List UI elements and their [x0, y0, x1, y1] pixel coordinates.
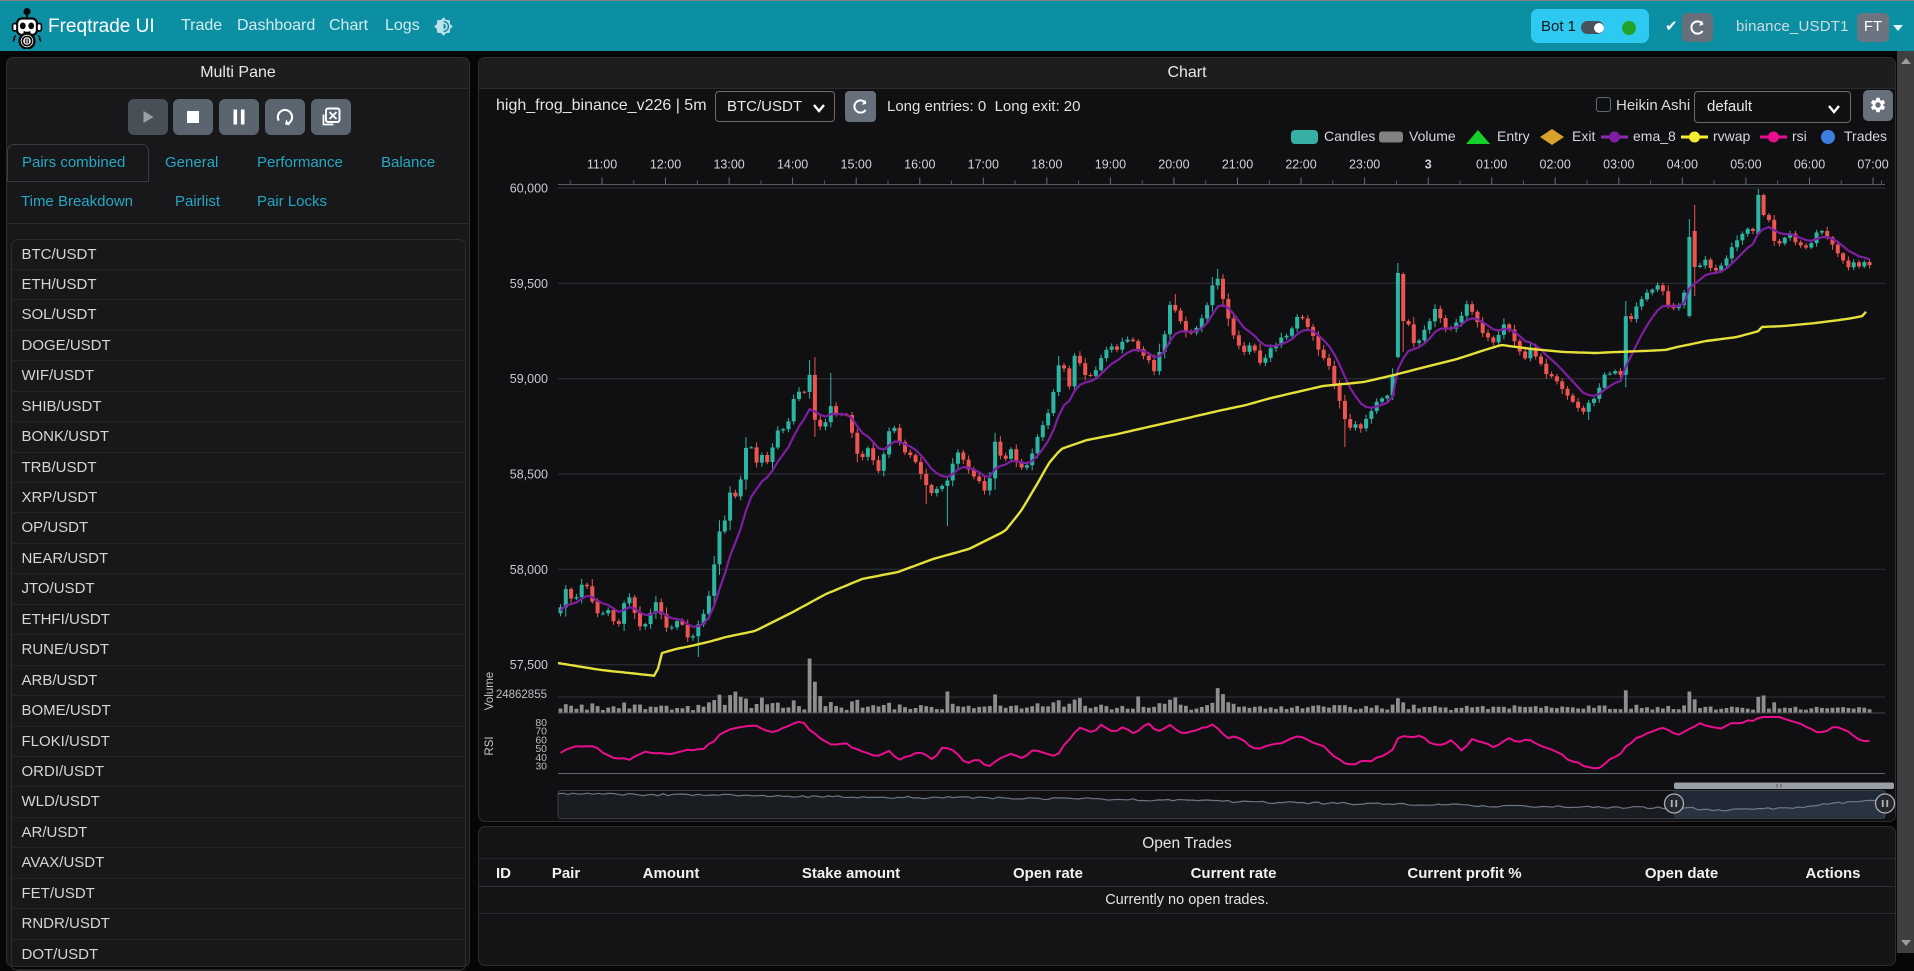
svg-text:14:00: 14:00 — [777, 158, 808, 172]
svg-text:16:00: 16:00 — [904, 158, 935, 172]
svg-text:19:00: 19:00 — [1095, 158, 1126, 172]
svg-text:60,000: 60,000 — [510, 182, 548, 196]
svg-text:40: 40 — [535, 752, 547, 764]
svg-text:RSI: RSI — [484, 736, 496, 755]
svg-text:06:00: 06:00 — [1794, 158, 1825, 172]
svg-text:60: 60 — [535, 734, 547, 746]
svg-text:58,500: 58,500 — [510, 468, 548, 482]
svg-text:17:00: 17:00 — [968, 158, 999, 172]
svg-text:58,000: 58,000 — [510, 563, 548, 577]
svg-text:05:00: 05:00 — [1730, 158, 1761, 172]
svg-text:Volume: Volume — [484, 672, 496, 710]
svg-text:03:00: 03:00 — [1603, 158, 1634, 172]
svg-text:04:00: 04:00 — [1667, 158, 1698, 172]
svg-text:59,500: 59,500 — [510, 277, 548, 291]
svg-text:01:00: 01:00 — [1476, 158, 1507, 172]
svg-text:02:00: 02:00 — [1540, 158, 1571, 172]
svg-text:21:00: 21:00 — [1222, 158, 1253, 172]
svg-text:07:00: 07:00 — [1857, 158, 1888, 172]
svg-text:11:00: 11:00 — [587, 158, 617, 172]
svg-text:23:00: 23:00 — [1349, 158, 1380, 172]
svg-text:22:00: 22:00 — [1285, 158, 1316, 172]
svg-text:15:00: 15:00 — [841, 158, 872, 172]
svg-text:20:00: 20:00 — [1158, 158, 1189, 172]
svg-text:50: 50 — [535, 743, 547, 755]
svg-text:80: 80 — [535, 717, 547, 729]
svg-text:12:00: 12:00 — [650, 158, 681, 172]
svg-text:70: 70 — [535, 726, 547, 738]
svg-text:3: 3 — [1425, 158, 1432, 172]
svg-text:13:00: 13:00 — [713, 158, 744, 172]
svg-text:24862855: 24862855 — [496, 689, 547, 701]
svg-text:18:00: 18:00 — [1031, 158, 1062, 172]
svg-text:57,500: 57,500 — [510, 658, 548, 672]
svg-text:59,000: 59,000 — [510, 372, 548, 386]
svg-text:30: 30 — [535, 761, 547, 773]
